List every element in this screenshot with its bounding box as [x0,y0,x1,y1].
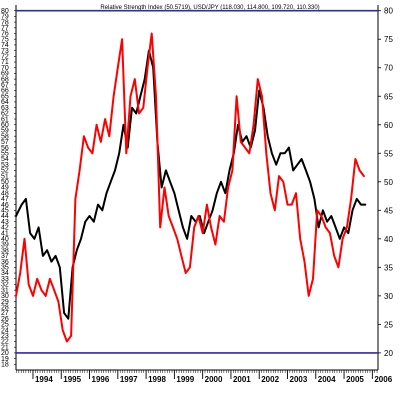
left-tick-label: 61 [1,116,9,123]
left-tick-label: 79 [1,14,9,21]
year-label: 1999 [176,375,194,384]
left-tick-label: 51 [1,173,9,180]
left-tick-label: 20 [1,350,9,357]
left-tick-label: 35 [1,265,9,272]
left-tick-label: 29 [1,299,9,306]
left-tick-label: 57 [1,139,9,146]
left-tick-label: 22 [1,339,9,346]
year-label: 1998 [148,375,166,384]
left-tick-label: 42 [1,225,9,232]
left-tick-label: 39 [1,242,9,249]
left-tick-label: 58 [1,133,9,140]
left-tick-label: 47 [1,196,9,203]
right-tick-label: 55 [384,149,393,158]
left-tick-label: 77 [1,25,9,32]
left-tick-label: 55 [1,150,9,157]
left-tick-label: 23 [1,333,9,340]
left-tick-label: 41 [1,230,9,237]
right-tick-label: 60 [384,121,393,130]
left-tick-label: 71 [1,59,9,66]
x-axis: 1994 1995 1996 1997 1998 1999 2000 2001 2002 2003… [16,369,393,384]
left-tick-label: 36 [1,259,9,266]
left-tick-label: 27 [1,310,9,317]
left-tick-label: 18 [1,361,9,368]
chart-title: Relative Strength Index (50.5719), USD/J… [100,5,319,11]
rsi-red-line [15,32,365,343]
right-tick-label: 65 [384,92,393,101]
left-tick-label: 30 [1,293,9,300]
left-tick-label: 64 [1,99,9,106]
left-tick-label: 54 [1,156,9,163]
left-tick-label: 48 [1,190,9,197]
year-label: 2004 [318,375,336,384]
left-tick-label: 33 [1,276,9,283]
left-tick-label: 70 [1,65,9,72]
left-tick-label: 66 [1,88,9,95]
right-tick-label: 70 [384,64,393,73]
left-tick-label: 34 [1,270,9,277]
left-tick-label: 40 [1,236,9,243]
left-tick-label: 65 [1,93,9,100]
year-label: 2001 [233,375,251,384]
left-tick-label: 44 [1,213,9,220]
left-tick-label: 53 [1,162,9,169]
right-axis: 20 25 30 35 40 45 50 55 60 65 70 75 80 [377,5,393,370]
right-tick-label: 35 [384,263,393,272]
left-tick-label: 76 [1,31,9,38]
left-tick-label: 37 [1,253,9,260]
year-label: 1994 [35,375,53,384]
right-tick-label: 30 [384,292,393,301]
left-tick-label: 60 [1,122,9,129]
left-tick-label: 72 [1,54,9,61]
left-tick-label: 56 [1,145,9,152]
left-tick-label: 52 [1,168,9,175]
right-tick-label: 25 [384,320,393,329]
left-tick-label: 21 [1,344,9,351]
left-tick-label: 25 [1,322,9,329]
left-tick-label: 32 [1,282,9,289]
left-tick-label: 19 [1,356,9,363]
left-tick-label: 62 [1,111,9,118]
left-tick-label: 31 [1,287,9,294]
right-tick-label: 75 [384,35,393,44]
year-label: 2003 [290,375,308,384]
rsi-black-line [15,49,367,320]
left-tick-label: 74 [1,42,9,49]
left-tick-label: 68 [1,76,9,83]
left-tick-label: 24 [1,327,9,334]
right-tick-label: 45 [384,206,393,215]
right-tick-label: 80 [384,7,393,16]
left-axis: 1819202122232425262728293031323334353637… [1,5,17,370]
left-tick-label: 63 [1,105,9,112]
left-tick-label: 43 [1,219,9,226]
year-label: 1997 [120,375,138,384]
left-tick-label: 69 [1,71,9,78]
left-tick-label: 75 [1,36,9,43]
left-tick-label: 50 [1,179,9,186]
left-tick-label: 45 [1,208,9,215]
right-tick-label: 50 [384,178,393,187]
year-label: 2002 [261,375,279,384]
right-tick-label: 20 [384,349,393,358]
left-tick-label: 78 [1,19,9,26]
year-label: 1995 [63,375,81,384]
reference-lines [16,9,378,354]
left-tick-label: 59 [1,128,9,135]
left-tick-label: 38 [1,247,9,254]
right-tick-label: 40 [384,235,393,244]
left-tick-label: 49 [1,185,9,192]
year-label: 1996 [92,375,110,384]
left-tick-label: 26 [1,316,9,323]
year-label: 2005 [346,375,364,384]
left-tick-label: 28 [1,304,9,311]
year-label: 2006 [374,375,392,384]
left-tick-label: 67 [1,82,9,89]
series-layer [15,32,367,343]
year-label: 2000 [205,375,223,384]
left-tick-label: 80 [1,8,9,15]
left-tick-label: 46 [1,202,9,209]
left-tick-label: 73 [1,48,9,55]
